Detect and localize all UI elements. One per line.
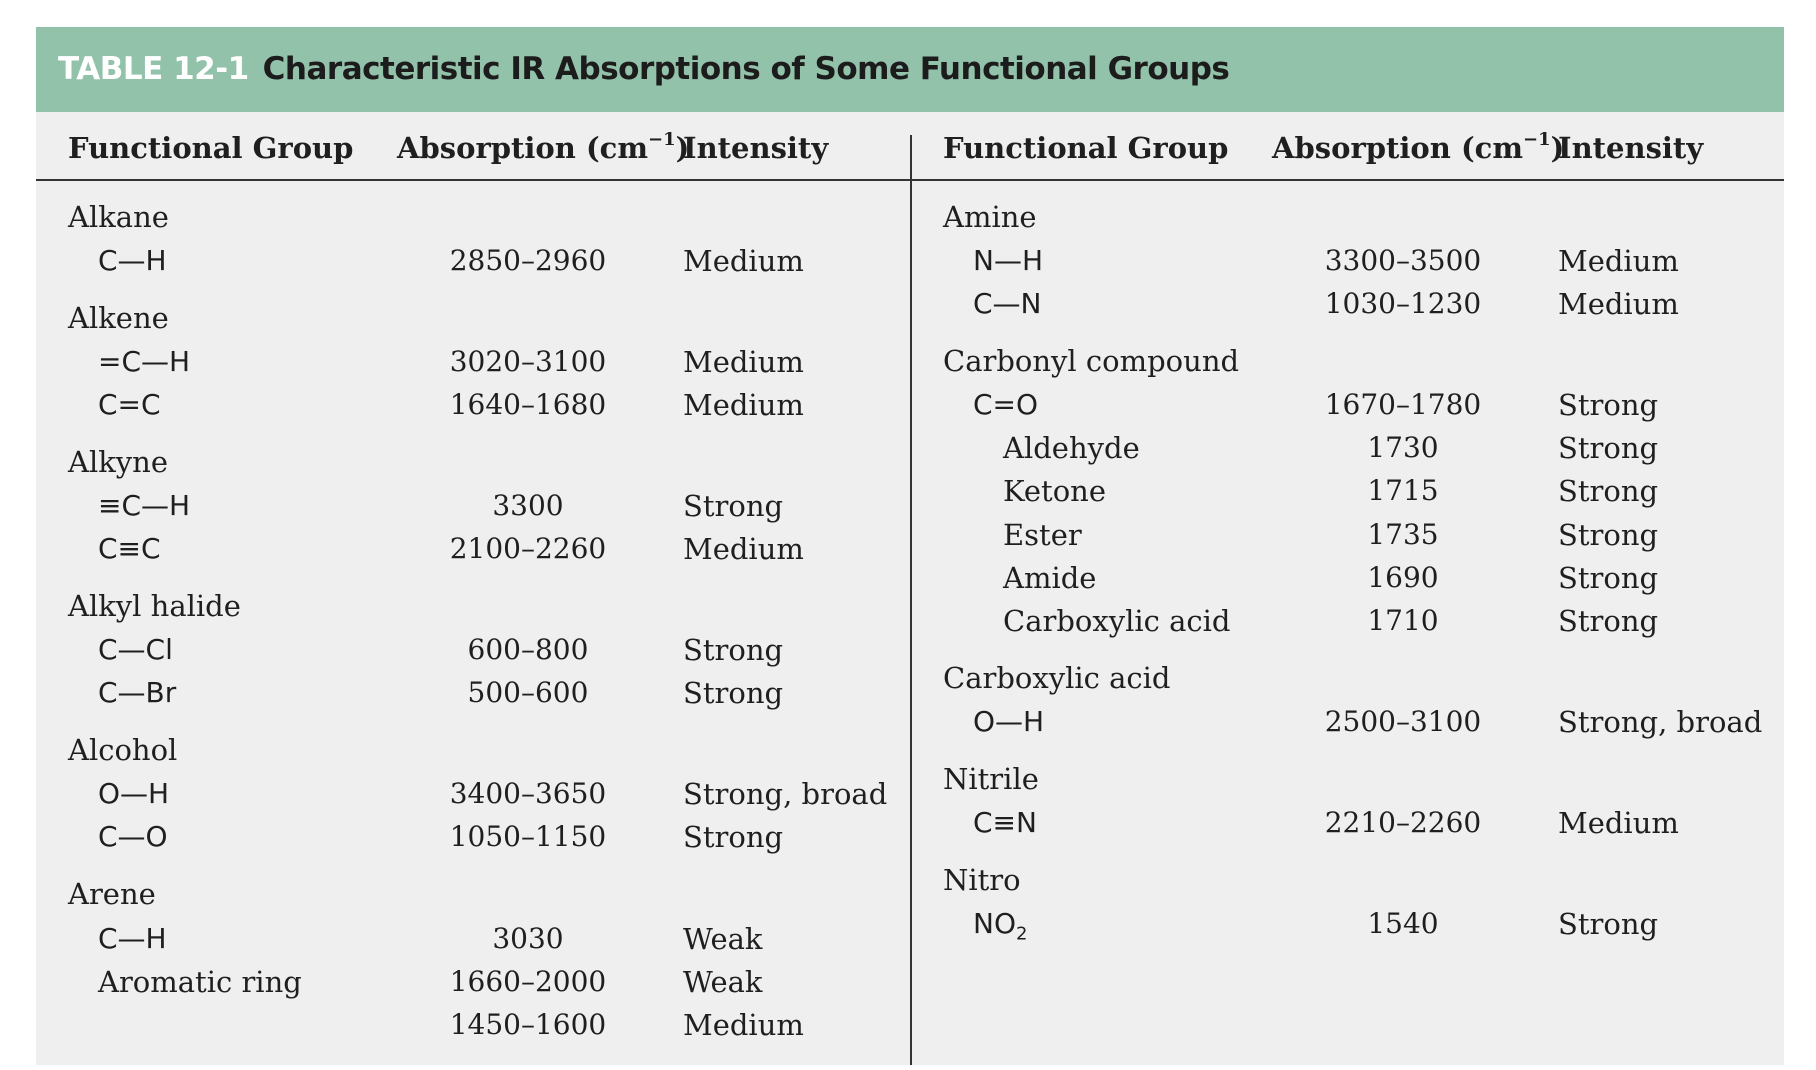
group-name: Alkene	[68, 301, 169, 335]
bond-label: C—Br	[98, 676, 177, 709]
bond-subscript: 2	[1015, 923, 1028, 945]
header-intensity-left: Intensity	[683, 131, 829, 165]
intensity-value: Strong	[1558, 907, 1659, 941]
header-absorption-close: )	[675, 131, 690, 165]
intensity-value: Strong	[1558, 561, 1659, 595]
subtype-label: Ketone	[1003, 474, 1107, 508]
intensity-value: Strong	[1558, 388, 1659, 422]
table-banner: TABLE 12-1 Characteristic IR Absorptions …	[36, 27, 1784, 112]
header-absorption-right: Absorption (cm−1)	[1272, 130, 1564, 166]
absorption-value: 1715	[1367, 474, 1439, 507]
header-functional-group-left: Functional Group	[68, 131, 354, 165]
absorption-value: 3300–3500	[1324, 244, 1482, 277]
bond-label: N—H	[973, 244, 1043, 277]
intensity-value: Medium	[1558, 806, 1679, 840]
intensity-value: Medium	[683, 345, 804, 379]
absorption-value: 2500–3100	[1324, 705, 1482, 738]
subtype-label: Aromatic ring	[98, 965, 302, 999]
absorption-value: 600–800	[467, 633, 589, 666]
absorption-value: 1640–1680	[449, 388, 607, 421]
bond-label: =C—H	[98, 345, 191, 378]
column-divider	[910, 135, 912, 1065]
absorption-value: 2850–2960	[449, 244, 607, 277]
intensity-value: Strong	[683, 489, 784, 523]
intensity-value: Strong	[1558, 474, 1659, 508]
intensity-value: Strong, broad	[683, 777, 888, 811]
bond-label: C—N	[973, 287, 1042, 320]
table-label: TABLE 12-1	[58, 51, 249, 87]
header-functional-group-right: Functional Group	[943, 131, 1229, 165]
bond-label: C=C	[98, 388, 161, 421]
absorption-value: 3300	[492, 489, 564, 522]
subtype-label: Amide	[1003, 561, 1097, 595]
header-absorption-left: Absorption (cm−1)	[397, 130, 689, 166]
subtype-label: Aldehyde	[1003, 431, 1140, 465]
group-name: Alkyne	[68, 445, 169, 479]
absorption-value: 1690	[1367, 561, 1439, 594]
group-name: Nitro	[943, 863, 1021, 897]
bond-label: C—Cl	[98, 633, 173, 666]
group-name: Arene	[68, 877, 156, 911]
bond-label: C=O	[973, 388, 1039, 421]
bond-label: C—H	[98, 244, 167, 277]
table-title: TABLE 12-1 Characteristic IR Absorptions …	[58, 51, 1230, 87]
bond-label: C—H	[98, 922, 167, 955]
intensity-value: Medium	[683, 244, 804, 278]
intensity-value: Strong, broad	[1558, 705, 1763, 739]
bond-formula: NO	[973, 907, 1016, 940]
absorption-value: 500–600	[467, 676, 589, 709]
intensity-value: Weak	[683, 965, 763, 999]
header-absorption-text: Absorption (cm	[397, 131, 649, 165]
intensity-value: Medium	[683, 532, 804, 566]
absorption-value: 1670–1780	[1324, 388, 1482, 421]
absorption-value: 1710	[1367, 604, 1439, 637]
group-name: Alcohol	[68, 733, 178, 767]
absorption-value: 2210–2260	[1324, 806, 1482, 839]
absorption-value: 1030–1230	[1324, 287, 1482, 320]
bond-label: C—O	[98, 820, 168, 853]
bond-label: C≡N	[973, 806, 1037, 839]
absorption-value: 1730	[1367, 431, 1439, 464]
intensity-value: Strong	[683, 676, 784, 710]
absorption-value: 3030	[492, 922, 564, 955]
header-intensity-right: Intensity	[1558, 131, 1704, 165]
bond-label: O—H	[98, 777, 170, 810]
group-name: Carboxylic acid	[943, 661, 1171, 695]
intensity-value: Medium	[1558, 244, 1679, 278]
header-absorption-exponent: −1	[648, 129, 676, 151]
group-name: Alkyl halide	[68, 589, 241, 623]
absorption-value: 3020–3100	[449, 345, 607, 378]
intensity-value: Medium	[683, 388, 804, 422]
intensity-value: Medium	[683, 1008, 804, 1042]
header-absorption-exponent: −1	[1523, 129, 1551, 151]
absorption-value: 2100–2260	[449, 532, 607, 565]
intensity-value: Medium	[1558, 287, 1679, 321]
intensity-value: Strong	[683, 820, 784, 854]
subtype-label: Carboxylic acid	[1003, 604, 1231, 638]
group-name: Carbonyl compound	[943, 344, 1240, 378]
absorption-value: 3400–3650	[449, 777, 607, 810]
bond-label: O—H	[973, 705, 1045, 738]
intensity-value: Strong	[683, 633, 784, 667]
absorption-value: 1660–2000	[449, 965, 607, 998]
header-absorption-text: Absorption (cm	[1272, 131, 1524, 165]
group-name: Amine	[943, 200, 1037, 234]
absorption-value: 1050–1150	[449, 820, 607, 853]
ir-absorption-table: TABLE 12-1 Characteristic IR Absorptions …	[36, 27, 1784, 1065]
absorption-value: 1735	[1367, 518, 1439, 551]
intensity-value: Strong	[1558, 604, 1659, 638]
subtype-label: Ester	[1003, 518, 1082, 552]
bond-label: NO2	[973, 906, 1028, 945]
group-name: Alkane	[68, 200, 169, 234]
header-absorption-close: )	[1550, 131, 1565, 165]
bond-label: C≡C	[98, 532, 161, 565]
group-name: Nitrile	[943, 762, 1039, 796]
table-caption: Characteristic IR Absorptions of Some Fu…	[262, 51, 1230, 87]
intensity-value: Strong	[1558, 518, 1659, 552]
absorption-value: 1450–1600	[449, 1008, 607, 1041]
bond-label: ≡C—H	[98, 489, 191, 522]
absorption-value: 1540	[1367, 907, 1439, 940]
intensity-value: Weak	[683, 922, 763, 956]
intensity-value: Strong	[1558, 431, 1659, 465]
